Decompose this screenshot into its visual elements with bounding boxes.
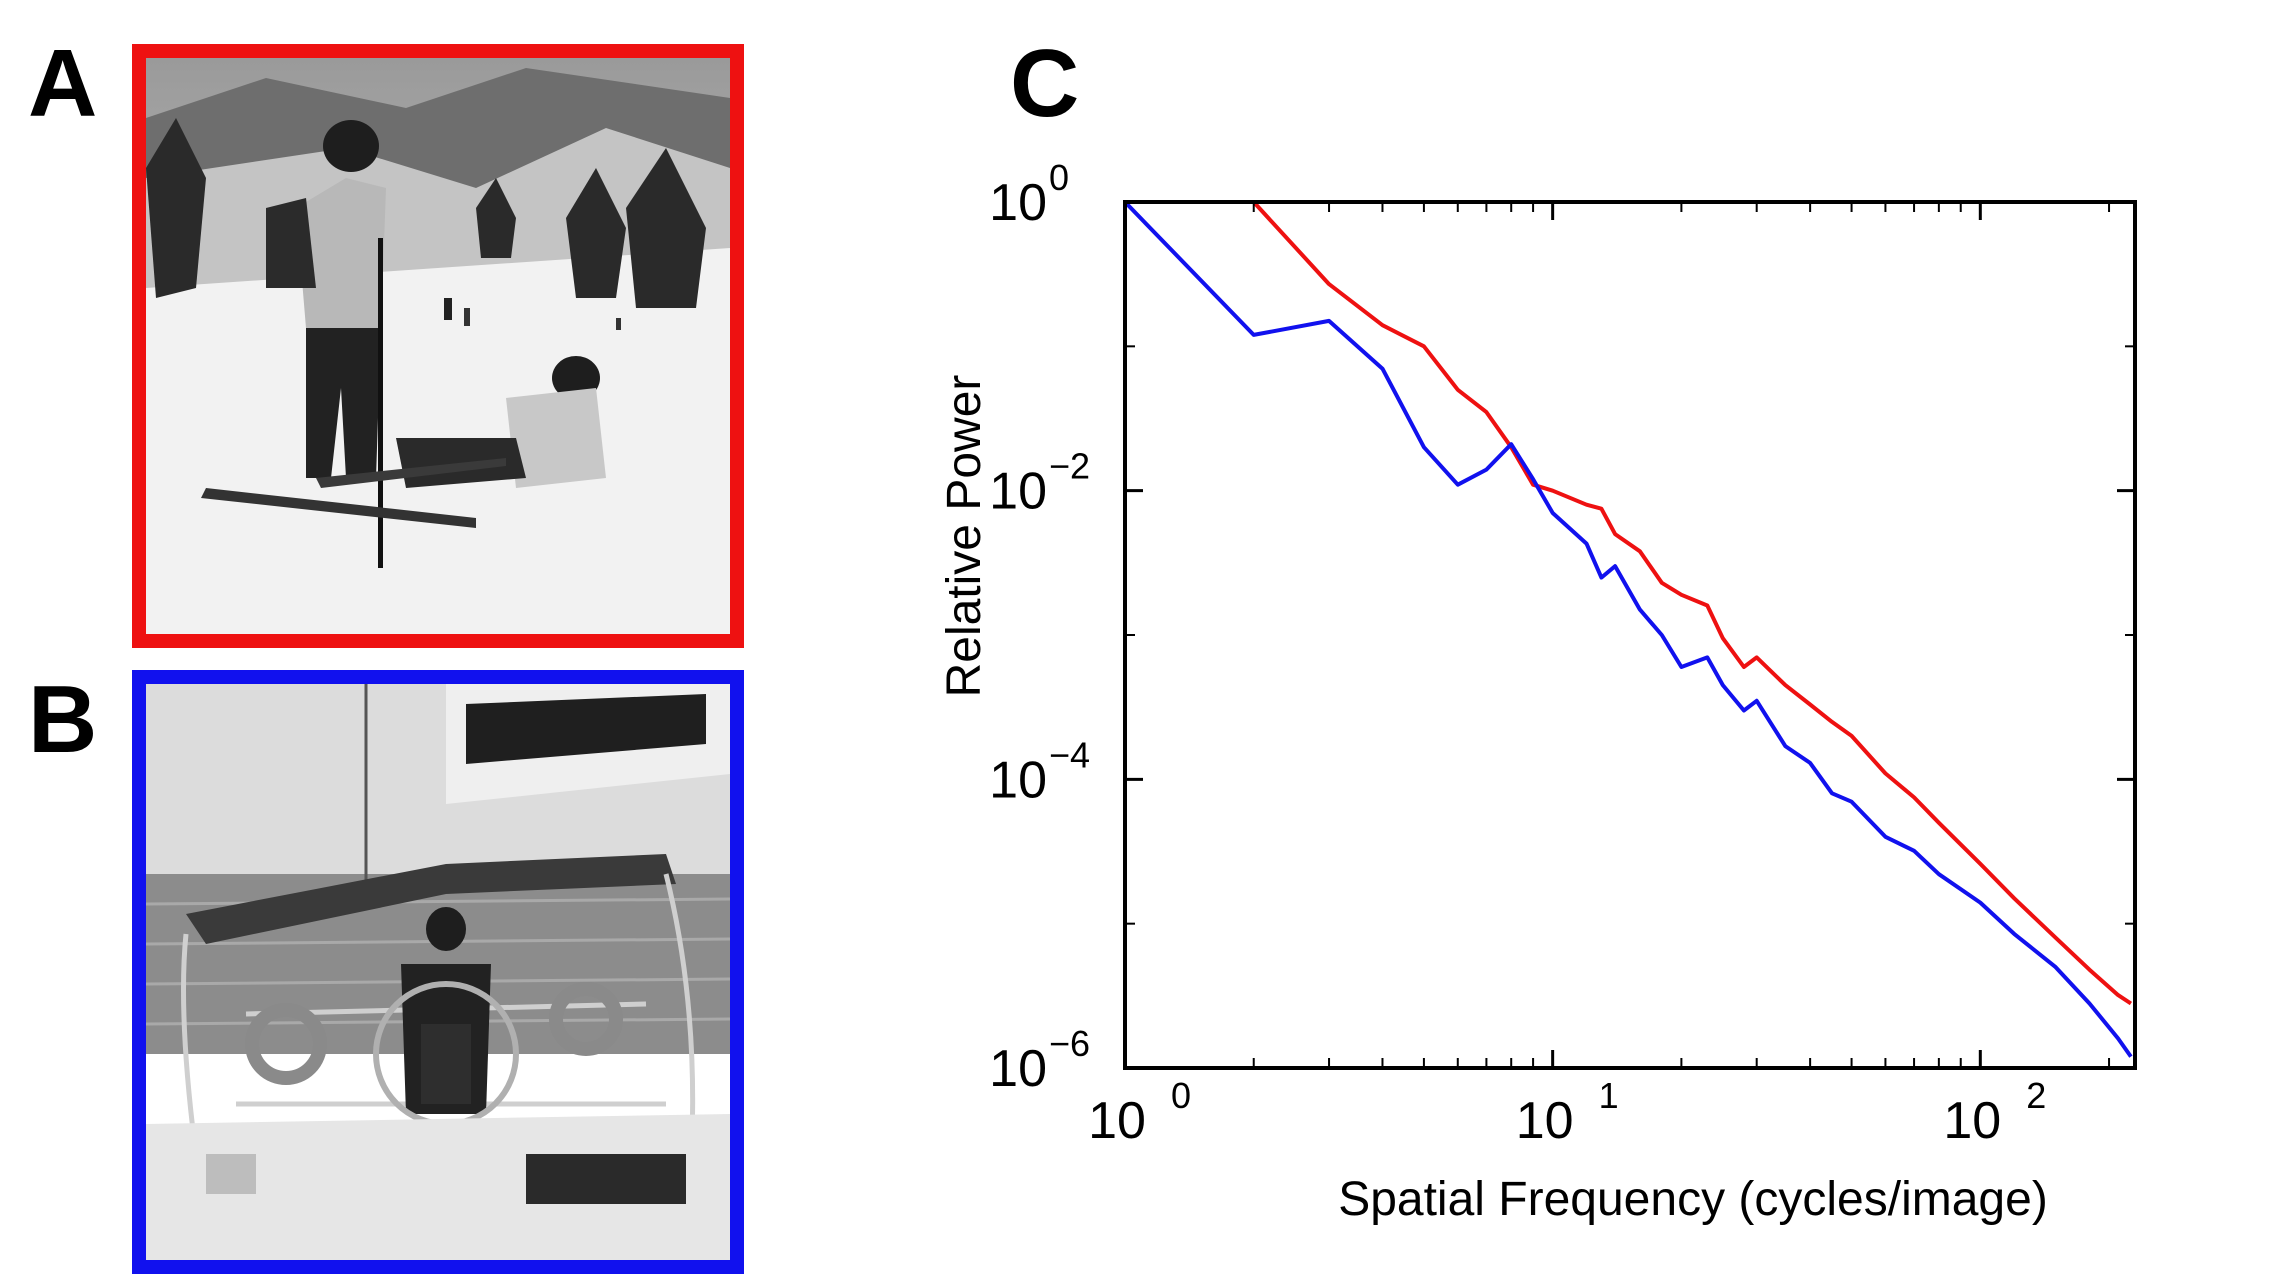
x-tick-exponent: 1 xyxy=(1599,1075,1619,1116)
y-tick-exponent: 0 xyxy=(1049,157,1069,198)
y-tick-label: 10 xyxy=(989,174,1047,232)
photo-frame-b xyxy=(132,670,744,1274)
panel-label-b: B xyxy=(28,666,98,773)
y-tick-label: 10 xyxy=(989,751,1047,809)
panel-label-a: A xyxy=(28,30,98,137)
y-tick-exponent: −4 xyxy=(1049,734,1090,775)
x-tick-label: 10 xyxy=(1088,1092,1146,1150)
series-line-b xyxy=(1123,200,2133,1058)
x-tick-label: 10 xyxy=(1516,1092,1574,1150)
y-tick-label: 10 xyxy=(989,463,1047,521)
x-axis-label: Spatial Frequency (cycles/image) xyxy=(1338,1173,2048,1226)
photo-frame-a xyxy=(132,44,744,648)
skiers-photo xyxy=(146,58,730,634)
y-axis-label: Relative Power xyxy=(938,375,991,698)
series-line-a xyxy=(1125,200,2132,1006)
sailboat-photo xyxy=(146,684,730,1260)
panel-label-c: C xyxy=(1010,30,1080,137)
x-tick-label: 10 xyxy=(1943,1092,2001,1150)
x-tick-exponent: 2 xyxy=(2026,1075,2046,1116)
y-tick-label: 10 xyxy=(989,1040,1047,1098)
y-tick-exponent: −6 xyxy=(1049,1023,1090,1064)
x-tick-exponent: 0 xyxy=(1171,1075,1191,1116)
y-tick-exponent: −2 xyxy=(1049,446,1090,487)
